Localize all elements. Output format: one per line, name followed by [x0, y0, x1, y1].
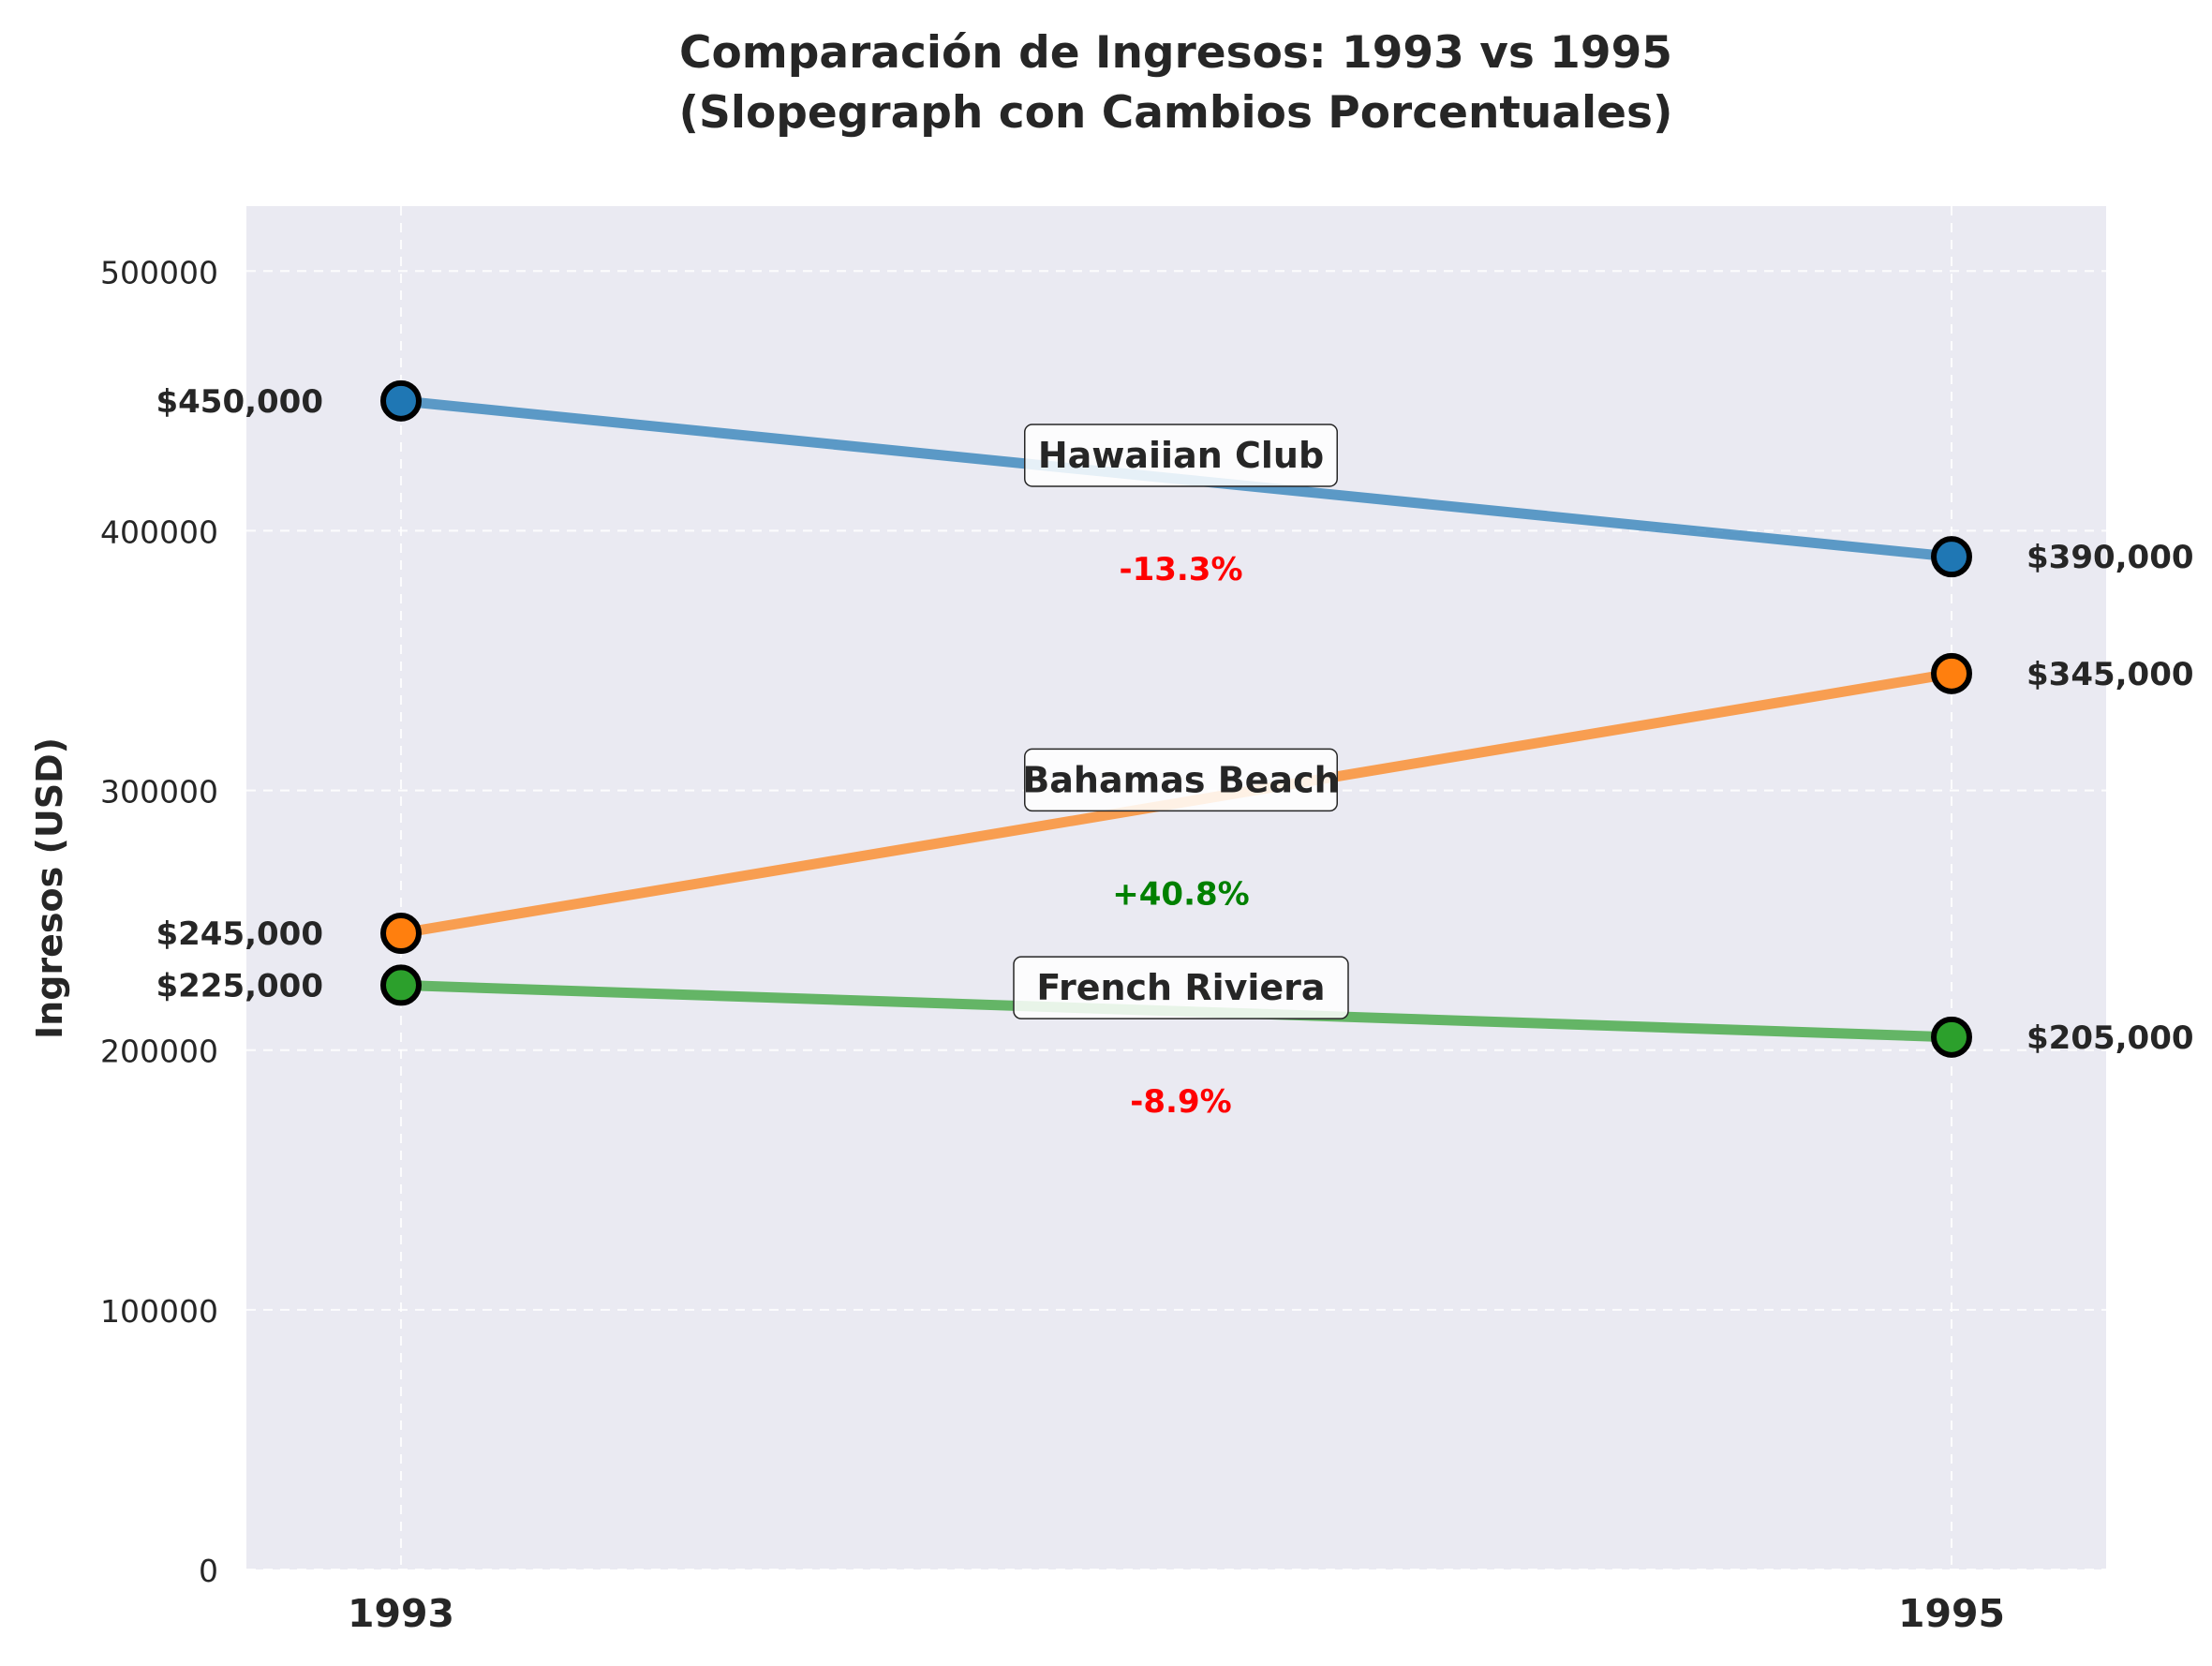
- y-tick-label: 100000: [100, 1293, 218, 1330]
- series-name-frame: [1024, 748, 1338, 812]
- y-tick-label: 300000: [100, 774, 218, 811]
- series-name-frame: [1013, 956, 1349, 1019]
- value-label-1995: $205,000: [2026, 1019, 2194, 1057]
- chart-title-line1: Comparación de Ingresos: 1993 vs 1995: [679, 27, 1672, 79]
- x-tick-label: 1995: [1898, 1591, 2005, 1636]
- data-point: [380, 913, 422, 954]
- series-name-box: Bahamas Beach: [1022, 748, 1340, 812]
- data-point: [1931, 536, 1972, 578]
- y-tick-label: 400000: [100, 513, 218, 550]
- change-label: -13.3%: [1119, 551, 1242, 588]
- x-tick-label: 1993: [348, 1591, 454, 1636]
- data-point: [1931, 1016, 1972, 1058]
- series-name-box: Hawaiian Club: [1024, 424, 1338, 487]
- y-tick-labels: 0 100000 200000 300000 400000 500000: [100, 254, 218, 1589]
- y-tick-label: 0: [199, 1553, 218, 1589]
- change-label: +40.8%: [1112, 875, 1249, 913]
- value-label-1993: $225,000: [156, 967, 323, 1004]
- chart-title-line2: (Slopegraph con Cambios Porcentuales): [679, 87, 1673, 139]
- data-point: [380, 964, 422, 1006]
- y-axis-label: Ingresos (USD): [29, 737, 70, 1039]
- value-label-1995: $345,000: [2026, 656, 2194, 693]
- value-label-1995: $390,000: [2026, 539, 2194, 576]
- series-name-box: French Riviera: [1013, 956, 1349, 1019]
- value-label-1993: $245,000: [156, 915, 323, 953]
- series-name-label: Hawaiian Club: [1038, 435, 1324, 476]
- x-tick-labels: 1993 1995: [348, 1591, 2005, 1636]
- series-name-label: Bahamas Beach: [1022, 759, 1339, 800]
- data-point: [380, 379, 422, 422]
- series-name-label: French Riviera: [1036, 967, 1325, 1008]
- value-label-1993: $450,000: [156, 383, 323, 421]
- series-name-frame: [1024, 424, 1338, 487]
- y-tick-label: 200000: [100, 1034, 218, 1070]
- y-tick-label: 500000: [100, 254, 218, 290]
- data-point: [1931, 652, 1972, 694]
- change-label: -8.9%: [1130, 1083, 1231, 1121]
- annotation-layer: -13.3% Hawaiian Club $450,000 $390,000 +40.8…: [156, 383, 2193, 1121]
